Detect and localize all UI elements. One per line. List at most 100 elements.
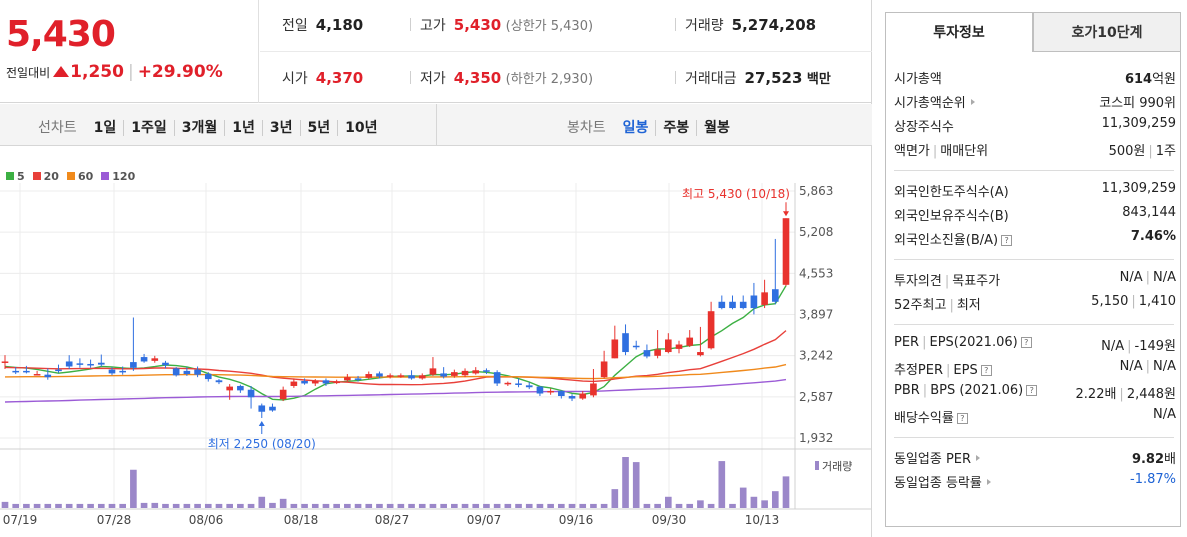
- volume-bar: [386, 503, 394, 508]
- info-value-bold: 7.46%: [1130, 229, 1176, 244]
- lower-limit: (하한가 2,930): [505, 72, 594, 87]
- up-arrow-icon: [53, 66, 70, 77]
- volume-bar: [130, 469, 137, 508]
- pipe-divider: |: [1145, 359, 1150, 374]
- volume-bar: [632, 462, 640, 508]
- candle-period-1[interactable]: 주봉: [655, 120, 697, 136]
- chevron-right-icon[interactable]: [986, 479, 991, 485]
- high-price: 고가 5,430 (상한가 5,430): [420, 15, 593, 35]
- info-value-text: 5,150: [1091, 294, 1129, 309]
- candle-body: [130, 362, 137, 368]
- line-period-5[interactable]: 5년: [299, 120, 338, 136]
- info-row: 외국인소진율(B/A)? 7.46%: [894, 229, 1176, 249]
- legend-label: 120: [112, 170, 136, 183]
- candle-body: [739, 301, 747, 309]
- volume-bar: [707, 503, 715, 508]
- tab-investment-info[interactable]: 투자정보: [885, 12, 1033, 52]
- info-value: 614억원: [1125, 68, 1176, 87]
- legend-label: 5: [17, 170, 25, 183]
- prev-close-label: 전일: [282, 18, 308, 34]
- pipe-divider: |: [1119, 387, 1124, 402]
- help-icon[interactable]: ?: [1026, 385, 1038, 396]
- candle-body: [493, 372, 501, 384]
- chevron-right-icon[interactable]: [970, 99, 975, 105]
- info-key: 액면가 | 매매단위: [894, 140, 988, 159]
- candle-period-0[interactable]: 일봉: [622, 120, 649, 136]
- info-row: 상장주식수 11,309,259: [894, 116, 1176, 136]
- candle-body: [654, 349, 661, 356]
- info-row: 52주최고 | 최저 5,150 | 1,410: [894, 294, 1176, 314]
- volume-bar: [354, 503, 362, 508]
- candle-body: [536, 386, 544, 394]
- help-icon[interactable]: ?: [1001, 235, 1013, 246]
- y-tick-label: 3,242: [799, 349, 833, 363]
- candle-body: [290, 381, 298, 386]
- candle-body: [472, 370, 480, 374]
- volume-bar: [590, 503, 597, 508]
- price-chart[interactable]: 5,863 5,208 4,553 3,897 3,242 2,587 1,932 07/19…: [0, 147, 871, 537]
- help-icon[interactable]: ?: [980, 365, 992, 376]
- candle-body: [718, 301, 726, 309]
- volume-bar: [204, 503, 212, 508]
- amount-unit: 백만: [806, 72, 831, 87]
- candle-period-2[interactable]: 월봉: [696, 120, 737, 136]
- volume-bar: [525, 503, 533, 508]
- volume-bar: [750, 496, 758, 508]
- candle-body: [761, 292, 768, 305]
- group-divider: [894, 259, 1174, 260]
- volume-bar: [76, 503, 84, 508]
- candle-body: [782, 218, 790, 285]
- candle-body: [119, 370, 127, 373]
- volume-bar: [600, 503, 608, 508]
- line-period-6[interactable]: 10년: [337, 120, 385, 136]
- change-divider: |: [127, 62, 134, 82]
- candle-body: [729, 301, 736, 309]
- help-icon[interactable]: ?: [956, 413, 968, 424]
- candle-body: [194, 369, 201, 375]
- line-period-4[interactable]: 3년: [261, 120, 300, 136]
- line-period-3[interactable]: 1년: [224, 120, 262, 136]
- info-value-text-2: 1주: [1155, 144, 1176, 159]
- volume-bar: [579, 503, 587, 508]
- help-icon[interactable]: ?: [1020, 337, 1032, 348]
- low-price: 저가 4,350 (하한가 2,930): [420, 68, 593, 88]
- info-key-label: 동일업종 등락률: [894, 476, 982, 491]
- volume-bar: [611, 489, 619, 508]
- volume-bar: [226, 503, 233, 508]
- info-value-bold: 614: [1124, 72, 1153, 87]
- info-row: 투자의견 | 목표주가 N/A | N/A: [894, 270, 1176, 290]
- line-period-2[interactable]: 3개월: [173, 120, 225, 136]
- current-price-box: 5,430 전일대비 1,250 | +29.90%: [0, 0, 259, 103]
- info-value: N/A | N/A: [1120, 270, 1176, 285]
- chevron-right-icon[interactable]: [976, 455, 981, 461]
- volume-bar: [247, 503, 255, 508]
- line-period-0[interactable]: 1일: [93, 120, 117, 136]
- info-row: 외국인한도주식수(A) 11,309,259: [894, 181, 1176, 201]
- volume-bar: [1, 501, 9, 508]
- volume-bar: [440, 503, 447, 508]
- line-period-1[interactable]: 1주일: [123, 120, 174, 136]
- info-key: 배당수익률?: [894, 407, 968, 426]
- info-key-label: 외국인소진율(B/A): [894, 233, 999, 248]
- candle-body: [354, 378, 362, 380]
- info-value-text-2: N/A: [1153, 359, 1176, 374]
- candle-body: [258, 405, 266, 412]
- info-row: 시가총액 614억원: [894, 68, 1176, 88]
- pipe-divider: |: [922, 383, 928, 398]
- group-divider: [894, 324, 1174, 325]
- tab-orderbook[interactable]: 호가10단계: [1033, 12, 1181, 52]
- info-key: PBR | BPS (2021.06)?: [894, 383, 1038, 398]
- info-row: 시가총액순위 코스피 990위: [894, 92, 1176, 112]
- volume-bar: [504, 503, 512, 508]
- high-value: 5,430: [453, 16, 502, 34]
- legend-item-ma60: 60: [66, 170, 93, 183]
- ma-line-20: [4, 330, 787, 386]
- candle-body: [322, 380, 330, 384]
- volume-legend-swatch: [815, 461, 819, 470]
- info-key-label: 추정PER: [894, 363, 944, 378]
- volume-bar: [172, 503, 180, 508]
- info-value-text-2: N/A: [1153, 270, 1176, 285]
- low-value: 4,350: [453, 69, 502, 87]
- info-value-text: 억원: [1152, 72, 1176, 87]
